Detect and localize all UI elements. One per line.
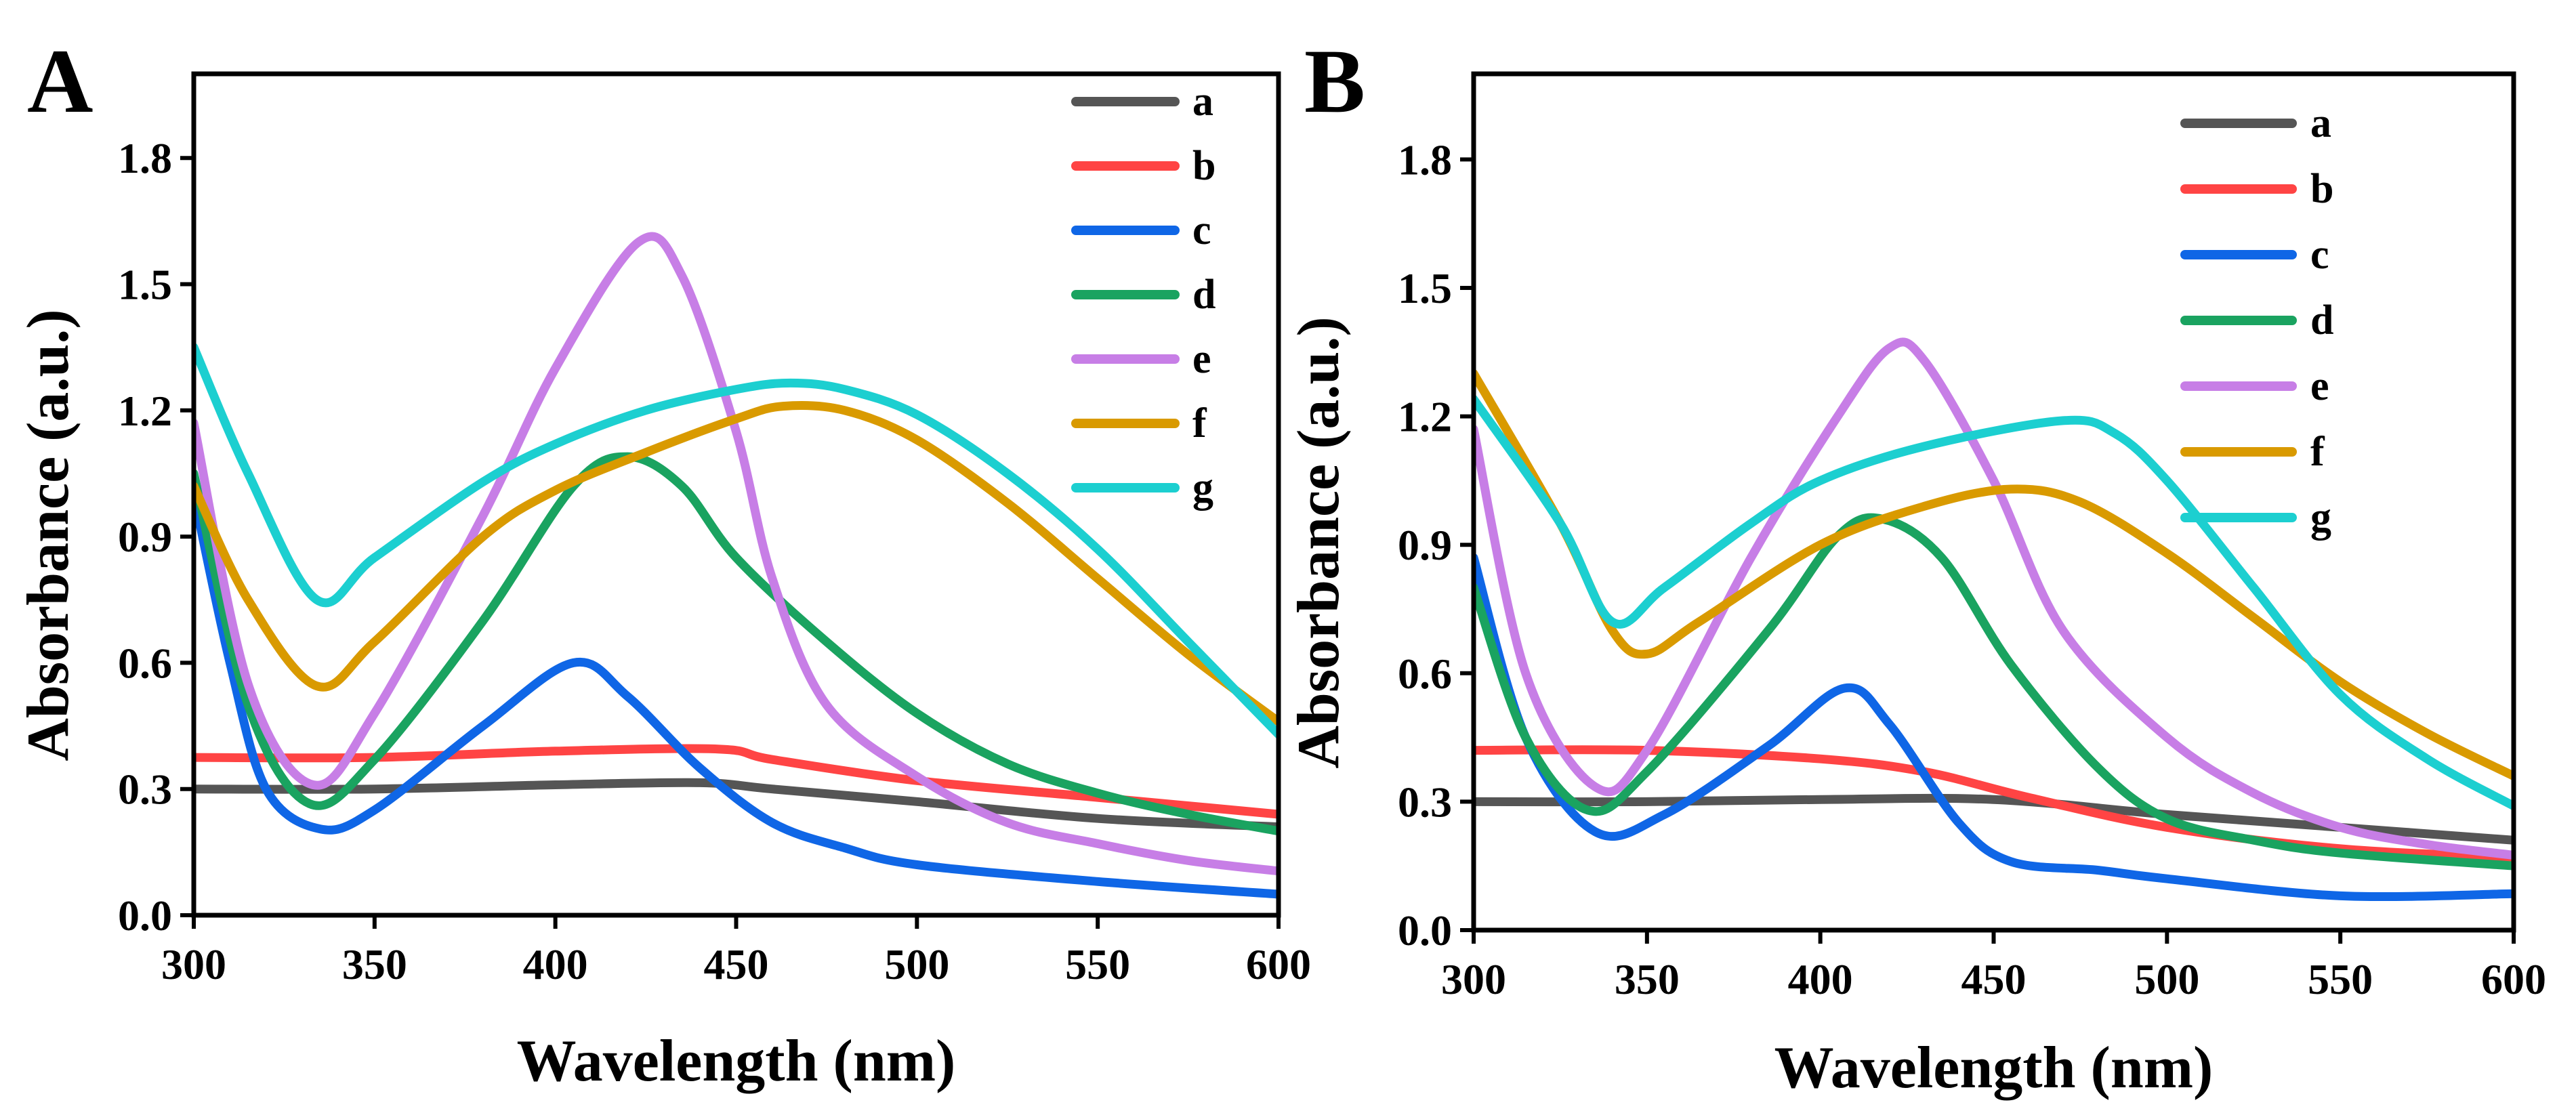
x-tick-label: 400: [1788, 955, 1853, 1003]
x-tick-label: 300: [1441, 955, 1506, 1003]
series-line-e: [1474, 337, 2514, 860]
series-line-e: [194, 232, 1279, 876]
panel-label: A: [27, 31, 94, 132]
x-tick-label: 450: [704, 940, 769, 988]
legend-label-a: a: [2310, 100, 2331, 146]
y-tick-label: 0.9: [1398, 521, 1452, 569]
series-line-a: [194, 778, 1279, 832]
legend-label-e: e: [2310, 363, 2329, 409]
x-tick-label: 550: [1065, 940, 1130, 988]
y-tick-label: 1.5: [1398, 264, 1452, 312]
legend-label-c: c: [2310, 232, 2329, 278]
series-line-d: [194, 452, 1279, 836]
y-tick-label: 1.2: [118, 387, 172, 435]
x-tick-label: 500: [2134, 955, 2199, 1003]
y-tick-label: 0.3: [118, 766, 172, 814]
x-tick-label: 500: [884, 940, 949, 988]
y-tick-label: 0.6: [1398, 650, 1452, 698]
legend-label-a: a: [1192, 79, 1213, 125]
panel-label: B: [1304, 31, 1365, 132]
series-line-b: [194, 744, 1279, 819]
y-tick-label: 1.5: [118, 261, 172, 309]
y-tick-label: 1.2: [1398, 393, 1452, 441]
legend-label-e: e: [1192, 336, 1211, 382]
y-axis-title: Absorbance (a.u.): [16, 309, 81, 761]
y-axis-title: Absorbance (a.u.): [1286, 316, 1352, 768]
y-tick-label: 0.9: [118, 513, 172, 561]
legend-label-d: d: [2310, 297, 2333, 343]
legend-label-f: f: [2310, 429, 2325, 475]
series-line-g: [1474, 394, 2514, 811]
y-tick-label: 1.8: [118, 134, 172, 182]
x-tick-label: 350: [1615, 955, 1680, 1003]
x-tick-label: 350: [342, 940, 407, 988]
series-line-g: [194, 343, 1279, 739]
series-line-c: [194, 490, 1279, 899]
x-tick-label: 550: [2308, 955, 2373, 1003]
x-tick-label: 300: [161, 940, 226, 988]
legend-label-g: g: [2310, 495, 2331, 541]
x-axis-title: Wavelength (nm): [517, 1028, 956, 1094]
y-tick-label: 0.3: [1398, 778, 1452, 826]
y-tick-label: 0.0: [1398, 906, 1452, 955]
x-tick-label: 600: [2481, 955, 2546, 1003]
legend-label-b: b: [2310, 166, 2333, 212]
x-tick-label: 600: [1246, 940, 1311, 988]
y-tick-label: 0.0: [118, 892, 172, 940]
legend-label-g: g: [1192, 465, 1213, 511]
legend-label-b: b: [1192, 143, 1216, 189]
series-line-f: [194, 400, 1279, 726]
legend-label-f: f: [1192, 400, 1207, 446]
y-tick-label: 0.6: [118, 639, 172, 687]
legend-label-d: d: [1192, 272, 1216, 318]
x-axis-title: Wavelength (nm): [1774, 1035, 2214, 1101]
x-tick-label: 400: [523, 940, 588, 988]
legend-label-c: c: [1192, 207, 1211, 253]
series-line-d: [1474, 513, 2514, 871]
y-tick-label: 1.8: [1398, 135, 1452, 184]
x-tick-label: 450: [1961, 955, 2027, 1003]
series-line-c: [1474, 553, 2514, 902]
